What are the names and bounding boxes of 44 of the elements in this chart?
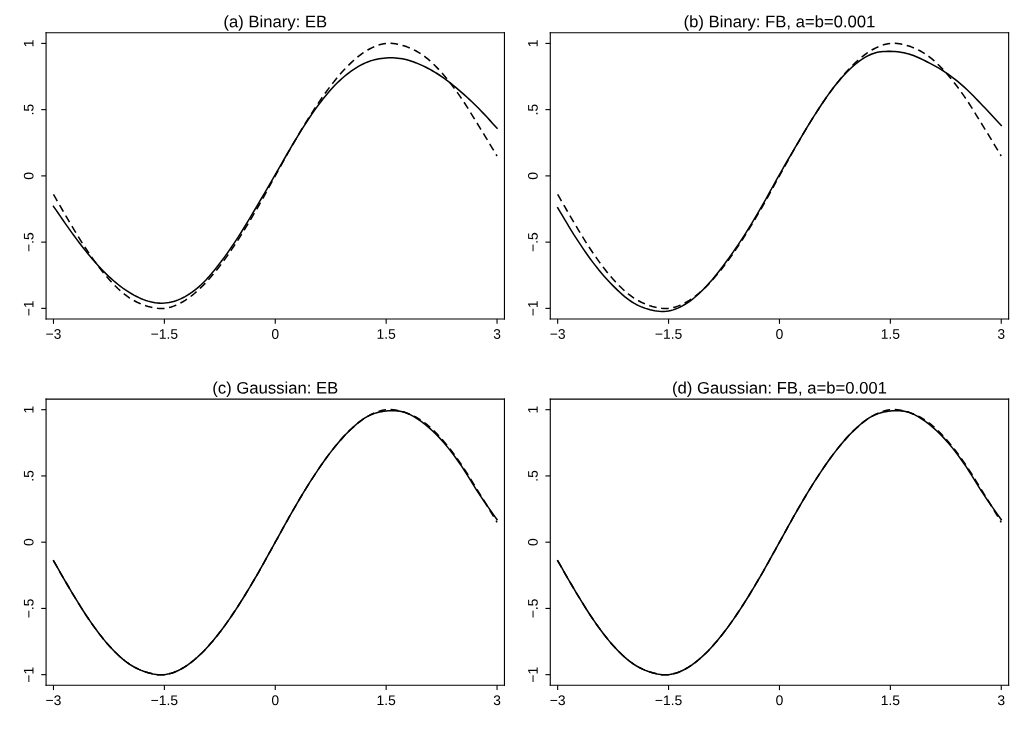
x-tick-label: 1.5	[377, 695, 396, 706]
x-tick-label: 3	[493, 329, 501, 339]
y-tick-label: −.5	[528, 232, 538, 252]
x-tick-label: 1.5	[377, 329, 396, 339]
y-tick-label: 0	[23, 538, 34, 546]
y-tick-label: .5	[23, 470, 34, 481]
x-tick-label: 0	[271, 695, 279, 706]
y-tick-label: −1	[528, 667, 538, 682]
y-tick-label: 1	[23, 406, 34, 413]
y-tick-label: .5	[528, 104, 538, 115]
x-tick-label: 1.5	[881, 695, 900, 706]
x-tick-label: −3	[46, 329, 61, 339]
y-tick-label: −1	[528, 301, 538, 316]
chart-title: (b) Binary: FB, a=b=0.001	[684, 15, 875, 31]
x-tick-label: −1.5	[151, 695, 178, 706]
x-tick-label: −1.5	[151, 329, 178, 339]
chart-title: (d) Gaussian: FB, a=b=0.001	[673, 381, 887, 397]
y-tick-label: 1	[23, 40, 34, 47]
x-tick-label: −3	[46, 695, 61, 706]
y-tick-label: 1	[528, 406, 538, 413]
chart-title: (a) Binary: EB	[224, 15, 327, 31]
y-tick-label: 1	[528, 40, 538, 47]
y-tick-label: −1	[23, 301, 34, 316]
x-tick-label: −3	[550, 329, 565, 339]
x-tick-label: 1.5	[881, 329, 900, 339]
y-tick-label: 0	[527, 538, 538, 546]
x-tick-label: 3	[997, 695, 1005, 706]
x-tick-label: −3	[550, 695, 565, 706]
x-tick-label: 0	[776, 695, 783, 706]
y-tick-label: .5	[23, 104, 34, 115]
x-tick-label: 0	[271, 329, 279, 339]
y-tick-label: .5	[528, 470, 538, 481]
y-tick-label: −.5	[528, 599, 538, 618]
y-tick-label: 0	[23, 172, 34, 180]
y-tick-label: 0	[527, 172, 538, 180]
y-tick-label: −1	[23, 667, 34, 682]
x-tick-label: −1.5	[655, 329, 682, 339]
y-tick-label: −.5	[23, 599, 34, 618]
chart-title: (c) Gaussian: EB	[213, 381, 338, 397]
x-tick-label: 0	[776, 329, 783, 339]
y-tick-label: −.5	[23, 232, 34, 252]
x-tick-label: −1.5	[655, 695, 682, 706]
x-tick-label: 3	[493, 695, 501, 706]
x-tick-label: 3	[997, 329, 1005, 339]
